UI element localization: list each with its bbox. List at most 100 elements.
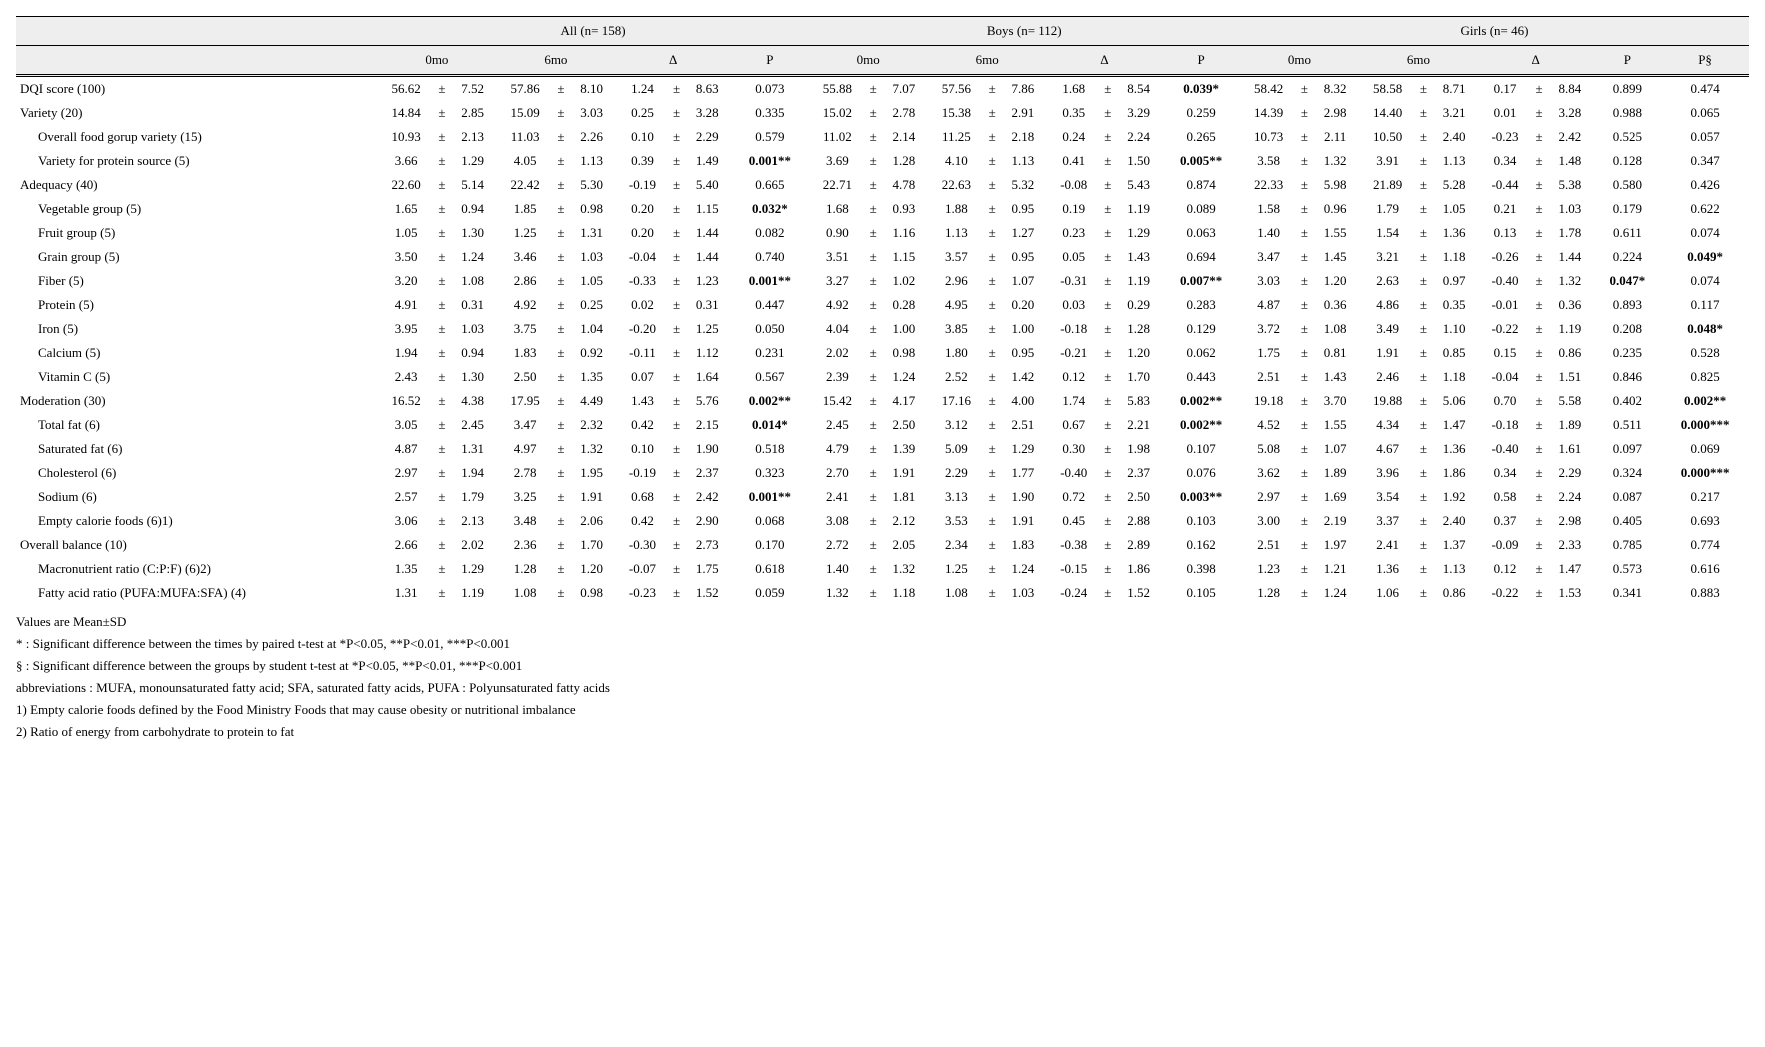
cell-pm: ± bbox=[866, 269, 880, 293]
cell-pm: ± bbox=[866, 413, 880, 437]
cell-pm: ± bbox=[554, 533, 568, 557]
cell-p: 0.774 bbox=[1661, 533, 1749, 557]
cell-pm: ± bbox=[1416, 437, 1430, 461]
cell-sd: 1.19 bbox=[449, 581, 496, 605]
cell-mean: 2.50 bbox=[496, 365, 554, 389]
cell-pm: ± bbox=[554, 461, 568, 485]
cell-sd: 1.13 bbox=[568, 149, 615, 173]
cell-pm: ± bbox=[1101, 389, 1115, 413]
cell-sd: 2.05 bbox=[880, 533, 927, 557]
row-label: Adequacy (40) bbox=[16, 173, 377, 197]
cell-pm: ± bbox=[1532, 509, 1546, 533]
cell-sd: 1.20 bbox=[1115, 341, 1162, 365]
cell-sd: 2.51 bbox=[999, 413, 1046, 437]
cell-mean: 3.53 bbox=[928, 509, 986, 533]
cell-mean: -0.24 bbox=[1047, 581, 1101, 605]
cell-mean: -0.21 bbox=[1047, 341, 1101, 365]
cell-pm: ± bbox=[866, 533, 880, 557]
group-header-all: All (n= 158) bbox=[377, 17, 808, 46]
cell-sd: 2.24 bbox=[1546, 485, 1593, 509]
cell-pm: ± bbox=[1101, 317, 1115, 341]
cell-mean: 15.42 bbox=[809, 389, 867, 413]
cell-mean: -0.23 bbox=[1478, 125, 1532, 149]
cell-pm: ± bbox=[1297, 125, 1311, 149]
cell-mean: 15.38 bbox=[928, 101, 986, 125]
footnote-line: * : Significant difference between the t… bbox=[16, 633, 1749, 655]
cell-p: 0.087 bbox=[1594, 485, 1662, 509]
cell-mean: 1.40 bbox=[1240, 221, 1298, 245]
row-label: Overall food gorup variety (15) bbox=[16, 125, 377, 149]
cell-pm: ± bbox=[1297, 197, 1311, 221]
cell-mean: 14.84 bbox=[377, 101, 435, 125]
cell-pm: ± bbox=[1297, 101, 1311, 125]
cell-sd: 1.29 bbox=[999, 437, 1046, 461]
cell-mean: -0.07 bbox=[615, 557, 669, 581]
table-row: Overall balance (10)2.66±2.022.36±1.70-0… bbox=[16, 533, 1749, 557]
cell-p: 0.874 bbox=[1162, 173, 1240, 197]
row-label: Grain group (5) bbox=[16, 245, 377, 269]
cell-sd: 5.76 bbox=[684, 389, 731, 413]
cell-mean: 3.46 bbox=[496, 245, 554, 269]
cell-pm: ± bbox=[866, 389, 880, 413]
cell-mean: 2.02 bbox=[809, 341, 867, 365]
cell-pm: ± bbox=[1416, 485, 1430, 509]
footnote-line: Values are Mean±SD bbox=[16, 611, 1749, 633]
cell-pm: ± bbox=[985, 173, 999, 197]
cell-pm: ± bbox=[670, 269, 684, 293]
cell-p: 0.426 bbox=[1661, 173, 1749, 197]
cell-mean: -0.33 bbox=[615, 269, 669, 293]
cell-sd: 3.28 bbox=[684, 101, 731, 125]
row-label: Moderation (30) bbox=[16, 389, 377, 413]
cell-mean: -0.44 bbox=[1478, 173, 1532, 197]
cell-mean: 14.39 bbox=[1240, 101, 1298, 125]
cell-sd: 8.32 bbox=[1311, 76, 1358, 102]
cell-p: 0.443 bbox=[1162, 365, 1240, 389]
cell-pm: ± bbox=[1416, 413, 1430, 437]
cell-p: 0.129 bbox=[1162, 317, 1240, 341]
cell-p: 0.065 bbox=[1661, 101, 1749, 125]
cell-pm: ± bbox=[435, 125, 449, 149]
cell-mean: 1.91 bbox=[1359, 341, 1417, 365]
cell-mean: 2.41 bbox=[1359, 533, 1417, 557]
cell-sd: 1.27 bbox=[999, 221, 1046, 245]
cell-pm: ± bbox=[1297, 365, 1311, 389]
cell-mean: 4.87 bbox=[1240, 293, 1298, 317]
cell-p: 0.405 bbox=[1594, 509, 1662, 533]
cell-mean: 3.21 bbox=[1359, 245, 1417, 269]
cell-pm: ± bbox=[1532, 365, 1546, 389]
cell-mean: 3.00 bbox=[1240, 509, 1298, 533]
cell-p: 0.003** bbox=[1162, 485, 1240, 509]
cell-sd: 2.88 bbox=[1115, 509, 1162, 533]
cell-pm: ± bbox=[1532, 149, 1546, 173]
cell-mean: 0.12 bbox=[1047, 365, 1101, 389]
cell-mean: 2.63 bbox=[1359, 269, 1417, 293]
cell-pm: ± bbox=[554, 245, 568, 269]
cell-pm: ± bbox=[670, 221, 684, 245]
table-body: DQI score (100)56.62±7.5257.86±8.101.24±… bbox=[16, 76, 1749, 606]
cell-pm: ± bbox=[1416, 461, 1430, 485]
cell-sd: 1.49 bbox=[684, 149, 731, 173]
cell-pm: ± bbox=[435, 533, 449, 557]
cell-pm: ± bbox=[1101, 413, 1115, 437]
cell-p: 0.611 bbox=[1594, 221, 1662, 245]
cell-p: 0.693 bbox=[1661, 509, 1749, 533]
cell-p: 0.069 bbox=[1661, 437, 1749, 461]
cell-mean: -0.09 bbox=[1478, 533, 1532, 557]
cell-p: 0.128 bbox=[1594, 149, 1662, 173]
cell-mean: 22.63 bbox=[928, 173, 986, 197]
cell-sd: 2.19 bbox=[1311, 509, 1358, 533]
row-label: Saturated fat (6) bbox=[16, 437, 377, 461]
cell-pm: ± bbox=[670, 461, 684, 485]
cell-pm: ± bbox=[1101, 269, 1115, 293]
cell-pm: ± bbox=[1297, 389, 1311, 413]
cell-pm: ± bbox=[1101, 485, 1115, 509]
cell-sd: 0.35 bbox=[1430, 293, 1477, 317]
cell-mean: 1.88 bbox=[928, 197, 986, 221]
cell-pm: ± bbox=[985, 317, 999, 341]
cell-mean: 3.48 bbox=[496, 509, 554, 533]
cell-pm: ± bbox=[1532, 389, 1546, 413]
cell-mean: 22.71 bbox=[809, 173, 867, 197]
cell-mean: 0.90 bbox=[809, 221, 867, 245]
cell-sd: 1.35 bbox=[568, 365, 615, 389]
table-row: Cholesterol (6)2.97±1.942.78±1.95-0.19±2… bbox=[16, 461, 1749, 485]
